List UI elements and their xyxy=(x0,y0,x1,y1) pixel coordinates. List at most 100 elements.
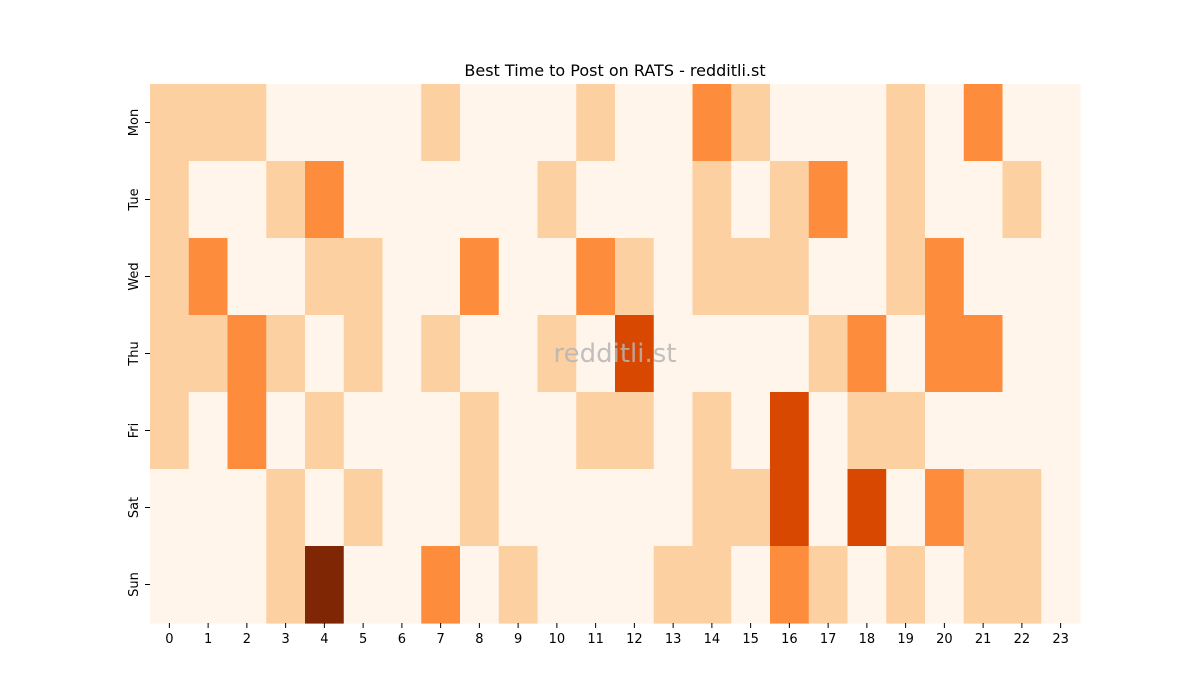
x-tick-label: 9 xyxy=(514,632,522,647)
y-tick-label-tue: Tue xyxy=(127,188,142,211)
heatmap-cell-sat-22 xyxy=(1002,469,1042,547)
heatmap-cell-sun-7 xyxy=(421,546,461,624)
heatmap-cell-thu-19 xyxy=(886,315,926,393)
heatmap-cell-thu-2 xyxy=(227,315,267,393)
heatmap-cell-sun-0 xyxy=(150,546,190,624)
x-tick-label: 17 xyxy=(820,632,837,647)
x-tick-label: 3 xyxy=(281,632,289,647)
heatmap-cell-tue-14 xyxy=(692,161,732,239)
heatmap-cell-sat-23 xyxy=(1041,469,1081,547)
heatmap-cell-sat-9 xyxy=(498,469,539,547)
heatmap-cell-thu-13 xyxy=(653,315,694,393)
heatmap-cell-sat-0 xyxy=(150,469,190,547)
heatmap-cell-mon-22 xyxy=(1002,84,1042,162)
heatmap-cell-thu-18 xyxy=(847,315,887,393)
heatmap-cell-tue-1 xyxy=(188,161,229,239)
x-tick-label: 10 xyxy=(549,632,566,647)
x-tick-label: 18 xyxy=(859,632,876,647)
heatmap-cell-fri-18 xyxy=(847,392,887,470)
x-tick-label: 21 xyxy=(975,632,992,647)
heatmap-cell-sun-2 xyxy=(227,546,267,624)
heatmap-cell-sat-5 xyxy=(343,469,384,547)
heatmap-cell-sun-21 xyxy=(963,546,1004,624)
heatmap-cell-thu-4 xyxy=(305,315,345,393)
heatmap-cell-mon-19 xyxy=(886,84,926,162)
heatmap-cell-mon-21 xyxy=(963,84,1004,162)
heatmap-cell-tue-19 xyxy=(886,161,926,239)
heatmap-cell-sat-15 xyxy=(731,469,771,547)
heatmap-cell-tue-17 xyxy=(808,161,849,239)
heatmap-cell-sat-2 xyxy=(227,469,267,547)
heatmap-cell-sat-14 xyxy=(692,469,732,547)
heatmap-cell-sun-17 xyxy=(808,546,849,624)
heatmap-cell-thu-22 xyxy=(1002,315,1042,393)
heatmap-cell-wed-6 xyxy=(382,238,422,316)
heatmap-cell-mon-4 xyxy=(305,84,345,162)
heatmap-cell-fri-9 xyxy=(498,392,539,470)
x-tick-label: 15 xyxy=(742,632,759,647)
heatmap-cell-thu-23 xyxy=(1041,315,1081,393)
heatmap-cell-thu-6 xyxy=(382,315,422,393)
heatmap-cell-thu-21 xyxy=(963,315,1004,393)
heatmap-cell-sat-7 xyxy=(421,469,461,547)
heatmap-cell-sun-3 xyxy=(266,546,306,624)
heatmap-cell-wed-11 xyxy=(576,238,616,316)
heatmap-cell-thu-17 xyxy=(808,315,849,393)
heatmap-cell-wed-1 xyxy=(188,238,229,316)
heatmap-cell-tue-0 xyxy=(150,161,190,239)
heatmap-cell-sat-6 xyxy=(382,469,422,547)
heatmap-cell-sat-1 xyxy=(188,469,229,547)
heatmap-cell-tue-11 xyxy=(576,161,616,239)
heatmap-cell-sun-8 xyxy=(460,546,500,624)
heatmap-cell-fri-21 xyxy=(963,392,1004,470)
x-tick-label: 2 xyxy=(243,632,251,647)
heatmap-cell-thu-10 xyxy=(537,315,577,393)
heatmap-cell-tue-23 xyxy=(1041,161,1081,239)
heatmap-cell-wed-21 xyxy=(963,238,1004,316)
heatmap-cell-mon-8 xyxy=(460,84,500,162)
heatmap-cell-sun-5 xyxy=(343,546,384,624)
heatmap-cell-sun-18 xyxy=(847,546,887,624)
heatmap-cell-fri-6 xyxy=(382,392,422,470)
heatmap-cell-thu-3 xyxy=(266,315,306,393)
heatmap-cell-thu-14 xyxy=(692,315,732,393)
heatmap-cell-wed-13 xyxy=(653,238,694,316)
heatmap-cell-sun-22 xyxy=(1002,546,1042,624)
heatmap-cell-sun-19 xyxy=(886,546,926,624)
heatmap-cell-sat-10 xyxy=(537,469,577,547)
x-tick-label: 20 xyxy=(936,632,953,647)
heatmap-cell-mon-13 xyxy=(653,84,694,162)
heatmap-cell-sun-10 xyxy=(537,546,577,624)
heatmap-cell-wed-15 xyxy=(731,238,771,316)
heatmap-cell-sun-23 xyxy=(1041,546,1081,624)
heatmap-cell-mon-16 xyxy=(770,84,810,162)
heatmap-cell-wed-5 xyxy=(343,238,384,316)
heatmap-cell-mon-6 xyxy=(382,84,422,162)
heatmap-cell-wed-8 xyxy=(460,238,500,316)
x-tick-label: 22 xyxy=(1014,632,1031,647)
heatmap-cell-tue-22 xyxy=(1002,161,1042,239)
heatmap-cell-wed-18 xyxy=(847,238,887,316)
heatmap-cell-sun-14 xyxy=(692,546,732,624)
heatmap-cell-fri-15 xyxy=(731,392,771,470)
y-tick-label-thu: Thu xyxy=(127,341,142,366)
heatmap-cell-tue-16 xyxy=(770,161,810,239)
heatmap-cell-wed-17 xyxy=(808,238,849,316)
heatmap-cell-tue-20 xyxy=(925,161,965,239)
heatmap-cell-tue-6 xyxy=(382,161,422,239)
heatmap-cell-mon-7 xyxy=(421,84,461,162)
heatmap-cell-sun-15 xyxy=(731,546,771,624)
y-tick-label-sun: Sun xyxy=(127,572,142,597)
heatmap-cell-wed-2 xyxy=(227,238,267,316)
heatmap-cell-wed-0 xyxy=(150,238,190,316)
heatmap-cell-sat-18 xyxy=(847,469,887,547)
x-tick-label: 5 xyxy=(359,632,367,647)
heatmap-cell-mon-11 xyxy=(576,84,616,162)
heatmap-cell-thu-5 xyxy=(343,315,384,393)
heatmap-cell-tue-18 xyxy=(847,161,887,239)
heatmap-cell-wed-4 xyxy=(305,238,345,316)
heatmap-cell-tue-10 xyxy=(537,161,577,239)
heatmap-cell-sat-20 xyxy=(925,469,965,547)
x-tick-label: 0 xyxy=(165,632,173,647)
heatmap-cell-sat-17 xyxy=(808,469,849,547)
